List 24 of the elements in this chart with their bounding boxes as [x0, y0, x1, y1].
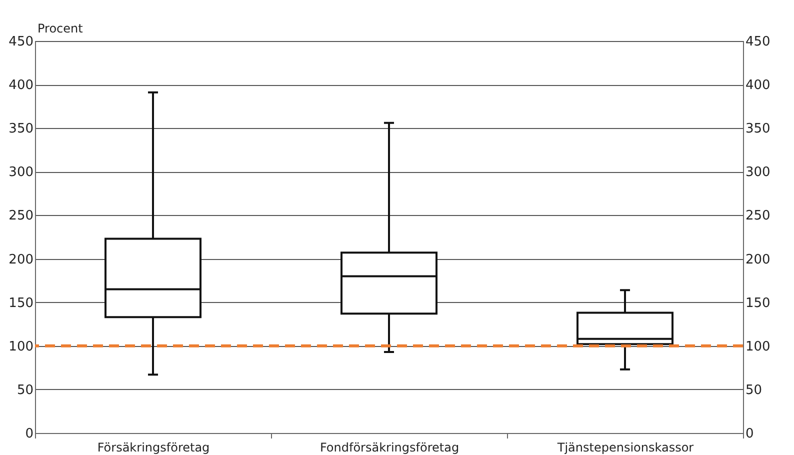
y-tick-label: 350 — [8, 122, 34, 137]
y2-tick-label: 400 — [746, 78, 770, 94]
y-axis-title: Procent — [38, 22, 84, 36]
x-tick-label: Fondförsäkringsföretag — [320, 440, 460, 454]
y-tick-label: 250 — [8, 208, 34, 224]
x-tick-label: Försäkringsföretag — [97, 440, 210, 454]
y2-tick-label: 50 — [746, 382, 762, 398]
y2-tick-label: 250 — [746, 208, 770, 224]
y-tick-label: 200 — [8, 252, 34, 268]
y2-tick-label: 350 — [746, 122, 770, 137]
y2-tick-label: 450 — [746, 34, 770, 50]
y-tick-label: 100 — [8, 339, 34, 354]
y-tick-label: 400 — [8, 78, 34, 94]
y-tick-label: 300 — [8, 165, 34, 180]
y2-tick-label: 200 — [746, 252, 770, 268]
y2-tick-label: 100 — [746, 339, 770, 354]
y2-tick-label: 150 — [746, 296, 770, 311]
y2-tick-label: 0 — [746, 426, 754, 442]
y-tick-label: 150 — [8, 296, 34, 311]
y-tick-label: 0 — [25, 426, 34, 442]
x-tick-label: Tjänstepensionskassor — [556, 440, 694, 454]
y-tick-label: 450 — [8, 34, 34, 50]
y2-tick-label: 300 — [746, 165, 770, 180]
y-tick-label: 50 — [16, 382, 34, 398]
